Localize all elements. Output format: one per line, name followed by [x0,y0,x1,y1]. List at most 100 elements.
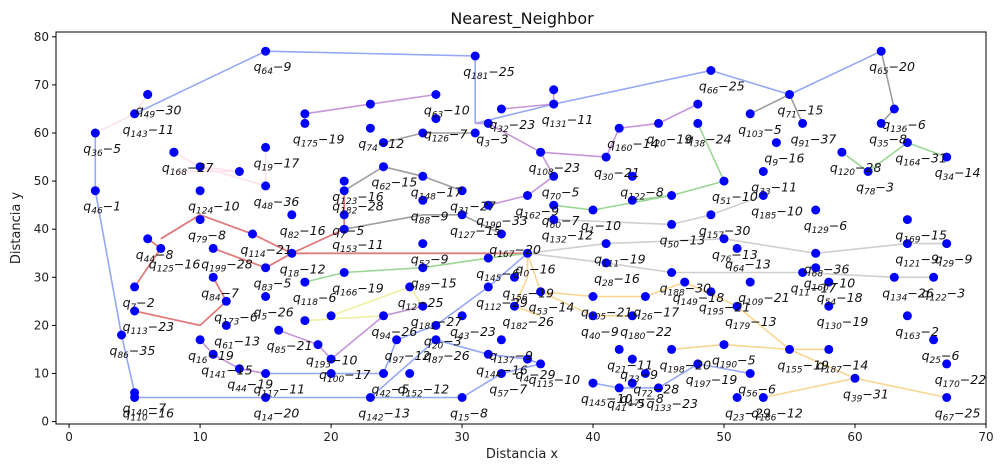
node-point [614,123,624,133]
node-point [261,263,271,273]
node-point [195,162,205,172]
node-point [588,378,598,388]
node-label: q50−13 [660,232,706,250]
node-point [405,369,415,378]
node-point [667,344,677,354]
node-point [483,118,493,128]
node-point [902,215,912,225]
node-label: q52−9 [411,252,449,270]
node-point [234,364,244,374]
node-point [326,369,336,378]
x-tick-label: 0 [65,430,73,444]
node-point [680,277,690,287]
node-point [588,311,598,321]
node-point [90,128,100,138]
node-point [627,195,637,205]
node-point [365,393,375,402]
node-point [339,210,349,220]
node-point [942,359,952,369]
node-label: q63−10 [424,103,470,121]
node-point [824,301,834,311]
node-point [261,393,271,402]
node-point [130,306,140,316]
node-point [824,344,834,354]
node-point [431,90,441,99]
route-path-23 [134,276,228,327]
y-axis-label: Distancia y [9,192,24,265]
node-label: q79−8 [188,228,226,246]
x-tick-label: 40 [585,430,600,444]
node-point [313,340,323,350]
x-tick-label: 20 [323,430,338,444]
node-label: q199−28 [201,256,253,274]
node-point [876,118,886,128]
node-label: q9−16 [764,151,804,169]
node-point [261,46,271,56]
node-point [418,263,428,273]
x-axis-label: Distancia x [486,447,559,462]
node-point [379,162,388,172]
node-point [470,128,480,138]
node-point [326,354,336,364]
node-point [667,268,677,277]
node-point [640,292,650,301]
route-path-19 [160,213,293,255]
node-point [483,282,493,292]
node-label: q125−16 [149,256,201,274]
node-point [431,320,441,330]
node-point [431,114,441,124]
node-point [457,210,467,220]
node-points [90,46,952,402]
node-point [536,287,546,297]
node-point [418,239,428,249]
node-label: q26−17 [633,305,679,323]
node-label: q29−9 [935,252,973,270]
route-path-32 [513,253,541,317]
node-label: q28−16 [594,271,640,289]
node-point [274,325,284,335]
node-point [536,359,546,369]
node-label: q39−31 [843,386,889,404]
node-label: q124−10 [188,199,240,217]
node-point [523,248,532,258]
node-point [549,99,559,109]
node-point [667,191,677,200]
node-point [811,263,821,273]
node-label: q78−3 [856,180,894,198]
node-label: q84−7 [201,285,239,303]
node-point [929,335,939,345]
route-path-27 [553,194,764,226]
route-path-22 [291,190,346,255]
node-label: q64−9 [254,59,292,77]
node-point [195,186,205,196]
node-point [379,311,388,321]
node-point [169,147,179,157]
node-point [601,152,611,162]
node-point [902,138,912,148]
node-label: q118−6 [293,290,337,308]
node-label: q122−8 [620,184,664,202]
node-point [261,369,271,378]
node-point [667,219,677,229]
node-point [130,393,140,402]
node-point [339,268,349,277]
route-path-31 [763,377,856,399]
node-point [863,167,873,176]
node-point [496,229,506,239]
node-point [287,248,297,258]
node-point [208,243,218,253]
node-label: q36−5 [83,141,121,159]
node-point [640,369,650,378]
node-label: q121−9 [895,252,939,270]
node-point [732,301,742,311]
node-point [824,277,834,287]
node-point [195,335,205,345]
node-point [457,393,467,402]
node-point [785,344,794,354]
node-point [693,359,703,369]
route-path-13 [841,141,947,173]
node-point [654,118,663,128]
node-label: q136−6 [882,117,926,135]
node-point [902,239,912,249]
node-point [261,181,271,191]
